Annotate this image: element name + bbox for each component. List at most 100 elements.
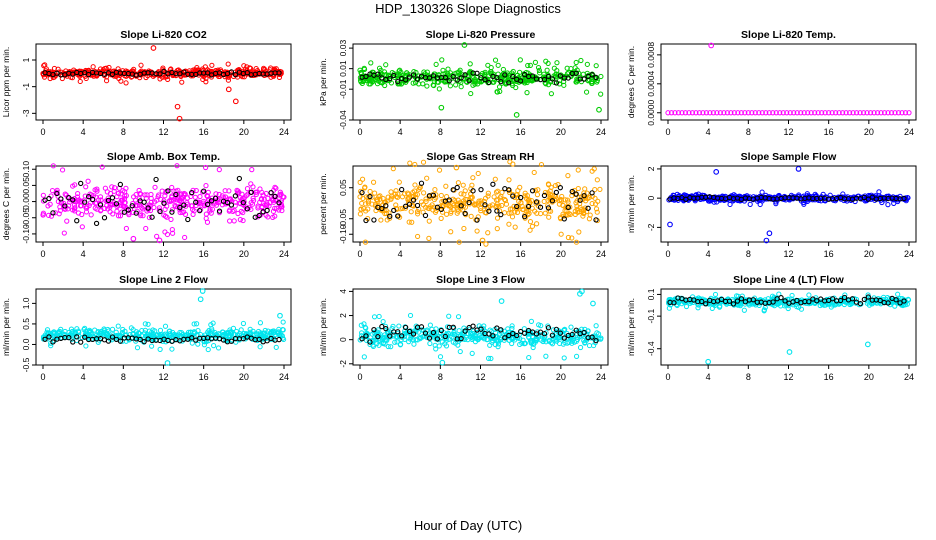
reference-point <box>514 332 520 339</box>
data-point <box>598 91 604 97</box>
data-point <box>555 335 561 341</box>
reference-point <box>470 188 476 194</box>
data-point <box>197 206 204 213</box>
data-point <box>468 194 474 200</box>
reference-point <box>450 73 456 80</box>
data-point <box>506 221 512 227</box>
reference-point <box>248 189 254 195</box>
reference-point <box>557 330 563 336</box>
data-point <box>164 231 171 238</box>
data-point <box>179 79 185 85</box>
x-tick-label: 12 <box>158 249 168 259</box>
data-point <box>152 328 158 334</box>
data-point <box>453 82 459 88</box>
data-point <box>446 202 453 209</box>
reference-point <box>561 216 567 222</box>
data-point <box>899 110 905 116</box>
y-tick-label: -0.01 <box>338 79 348 99</box>
reference-point <box>533 199 540 205</box>
data-point <box>196 200 202 207</box>
x-tick-label: 0 <box>40 372 45 382</box>
x-tick-label: 16 <box>199 372 209 382</box>
data-point <box>72 205 78 211</box>
data-point <box>885 110 891 116</box>
data-point <box>522 193 528 199</box>
reference-point <box>109 195 116 201</box>
data-point <box>50 163 56 169</box>
reference-point <box>718 296 725 302</box>
x-tick-label: 12 <box>475 127 485 137</box>
reference-point <box>387 213 393 219</box>
reference-point <box>93 220 100 227</box>
data-point <box>569 235 575 241</box>
reference-point <box>498 327 504 333</box>
reference-point <box>521 213 528 220</box>
data-point <box>239 191 245 197</box>
reference-point <box>506 187 512 193</box>
reference-point <box>426 335 433 341</box>
data-point <box>62 206 68 212</box>
data-point <box>789 292 795 299</box>
data-point <box>840 110 846 116</box>
data-point <box>530 341 537 347</box>
data-point <box>139 327 145 334</box>
data-point <box>359 176 366 182</box>
data-point <box>446 313 452 319</box>
data-point <box>885 202 891 208</box>
data-point <box>666 305 672 311</box>
reference-point <box>82 199 88 205</box>
x-tick-label: 0 <box>665 249 670 259</box>
reference-point <box>869 194 875 200</box>
data-point <box>822 110 828 116</box>
data-point <box>405 190 411 196</box>
x-tick-label: 0 <box>357 127 362 137</box>
data-point <box>506 210 512 216</box>
data-point <box>531 169 537 176</box>
reference-point <box>185 216 191 223</box>
data-point <box>362 239 369 245</box>
data-point <box>902 110 909 116</box>
reference-point <box>885 300 891 306</box>
x-tick-label: 20 <box>864 249 874 259</box>
data-point <box>115 213 122 219</box>
data-point <box>182 211 189 217</box>
data-point <box>668 110 675 116</box>
y-tick-label: 0.00 <box>21 193 31 210</box>
data-point <box>443 343 450 349</box>
reference-point <box>470 323 476 329</box>
data-point <box>532 59 539 65</box>
data-point <box>148 343 155 349</box>
data-point <box>203 211 209 217</box>
reference-point <box>418 324 425 330</box>
reference-point <box>841 294 848 301</box>
reference-point <box>204 70 211 76</box>
x-tick-label: 0 <box>665 372 670 382</box>
reference-point <box>806 299 812 305</box>
reference-point <box>510 193 516 199</box>
reference-point <box>450 187 456 193</box>
data-point <box>509 340 515 347</box>
data-point <box>358 322 364 328</box>
x-tick-label: 8 <box>746 372 751 382</box>
reference-point <box>375 333 381 340</box>
y-axis-label: Licor ppm per min. <box>1 47 11 117</box>
data-point <box>365 198 372 204</box>
data-point <box>130 209 136 216</box>
data-point <box>224 338 230 344</box>
data-point <box>240 209 246 216</box>
data-point <box>411 194 417 200</box>
data-point <box>583 89 590 95</box>
reference-point <box>193 199 199 205</box>
data-point <box>409 219 415 225</box>
x-axis-label: Hour of Day (UTC) <box>413 518 523 533</box>
data-point <box>134 345 141 351</box>
data-point <box>40 212 46 218</box>
data-point <box>415 233 421 240</box>
data-point <box>270 208 277 214</box>
reference-point <box>173 191 179 198</box>
reference-point <box>367 193 373 200</box>
outlier-point <box>513 112 520 118</box>
data-point <box>544 67 550 73</box>
data-point <box>390 323 396 329</box>
data-point <box>48 343 54 349</box>
